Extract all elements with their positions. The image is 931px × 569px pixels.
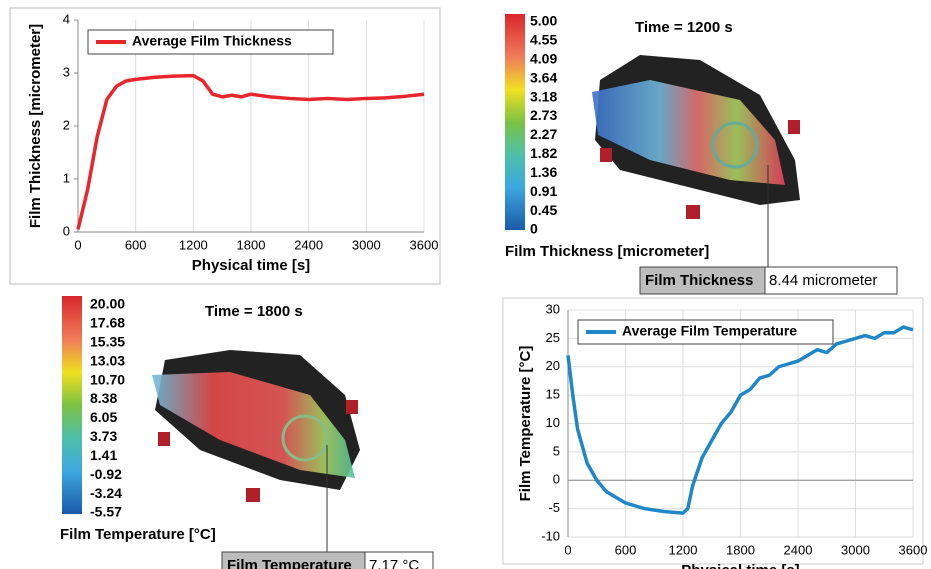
- x-tick-label: 3000: [841, 542, 870, 557]
- line-series: [566, 325, 914, 515]
- legend-box: [87, 29, 334, 55]
- colorbar-label: -0.92: [90, 466, 122, 482]
- y-tick-label: 30: [546, 301, 560, 316]
- legend-label: Average Film Temperature: [622, 323, 797, 339]
- x-tick-label: 3000: [352, 237, 381, 252]
- headlight-surface: [592, 80, 785, 185]
- probe-value-box: [364, 551, 434, 569]
- colorbar-label: 15.35: [90, 334, 125, 350]
- chart-frame: [502, 297, 924, 565]
- mount: [346, 400, 358, 414]
- x-axis-title: Physical time [s]: [681, 562, 799, 569]
- probe-name: Film Temperature: [227, 557, 352, 569]
- y-tick-label: 15: [546, 387, 560, 402]
- y-tick-label: -5: [548, 500, 560, 515]
- x-tick-label: 1800: [726, 542, 755, 557]
- probe-value: 7.17 °C: [369, 557, 419, 569]
- x-tick-label: 0: [74, 237, 81, 252]
- probe-value-box: [764, 266, 898, 295]
- colorbar-label: 0: [530, 221, 538, 237]
- x-tick-label: 3600: [899, 542, 928, 557]
- lens: [711, 121, 759, 169]
- colorbar-label: 3.73: [90, 428, 117, 444]
- legend-box: [577, 319, 834, 345]
- line-series: [76, 73, 425, 230]
- x-tick-label: 0: [564, 542, 571, 557]
- colorbar-label: 1.36: [530, 164, 557, 180]
- x-axis-title: Physical time [s]: [192, 257, 310, 274]
- x-tick-label: 2400: [294, 237, 323, 252]
- headlight-surface: [152, 372, 355, 478]
- colorbar-label: 4.55: [530, 32, 557, 48]
- contour-panel: Time = 1200 s Film Thickness [micrometer…: [505, 14, 898, 295]
- y-tick-label: -10: [541, 528, 560, 543]
- colorbar-label: 3.18: [530, 88, 557, 104]
- probe-label-box: [639, 266, 766, 295]
- y-axis-title: Film Thickness [micrometer]: [27, 24, 44, 228]
- mount: [158, 432, 170, 446]
- mount: [246, 488, 260, 502]
- time-label: Time = 1800 s: [205, 303, 303, 320]
- colorbar-label: 3.64: [530, 69, 557, 85]
- chart-frame: [9, 7, 441, 285]
- colorbar-label: 1.41: [90, 447, 117, 463]
- time-label: Time = 1200 s: [635, 19, 733, 36]
- x-tick-label: 600: [125, 237, 147, 252]
- mount: [686, 205, 700, 219]
- y-tick-label: 2: [63, 117, 70, 132]
- y-tick-label: 3: [63, 64, 70, 79]
- y-tick-label: 20: [546, 358, 560, 373]
- legend-label: Average Film Thickness: [132, 33, 292, 49]
- colorbar-label: 1.82: [530, 145, 557, 161]
- y-tick-label: 0: [553, 472, 560, 487]
- x-tick-label: 1800: [237, 237, 266, 252]
- colorbar-title: Film Thickness [micrometer]: [505, 243, 709, 260]
- colorbar-title: Film Temperature [°C]: [60, 526, 216, 543]
- y-tick-label: 5: [553, 443, 560, 458]
- colorbar-label: 5.00: [530, 13, 557, 29]
- mount: [600, 148, 612, 162]
- colorbar-label: 10.70: [90, 371, 125, 387]
- colorbar-label: -5.57: [90, 504, 122, 520]
- y-axis-title: Film Temperature [°C]: [517, 346, 534, 502]
- colorbar-label: 6.05: [90, 409, 117, 425]
- colorbar-label: 0.91: [530, 183, 557, 199]
- colorbar-label: 20.00: [90, 296, 125, 312]
- colorbar: [62, 296, 82, 514]
- x-tick-label: 1200: [179, 237, 208, 252]
- x-tick-label: 3600: [410, 237, 439, 252]
- y-tick-label: 0: [63, 223, 70, 238]
- mount: [788, 120, 800, 134]
- probe-name: Film Thickness: [645, 272, 753, 289]
- lens: [281, 414, 329, 462]
- colorbar-label: 8.38: [90, 390, 117, 406]
- contour-panel: Time = 1800 s Film Temperature [°C] Film…: [60, 296, 434, 569]
- y-tick-label: 25: [546, 330, 560, 345]
- y-tick-label: 4: [63, 11, 70, 26]
- colorbar-label: 13.03: [90, 352, 125, 368]
- y-tick-label: 1: [63, 170, 70, 185]
- colorbar-label: 2.27: [530, 126, 557, 142]
- probe-value: 8.44 micrometer: [769, 272, 877, 289]
- y-tick-label: 10: [546, 415, 560, 430]
- colorbar-label: 2.73: [530, 107, 557, 123]
- colorbar-label: 4.09: [530, 51, 557, 67]
- x-tick-label: 2400: [784, 542, 813, 557]
- colorbar: [505, 14, 525, 230]
- colorbar-label: 17.68: [90, 315, 125, 331]
- colorbar-label: -3.24: [90, 485, 122, 501]
- x-tick-label: 1200: [669, 542, 698, 557]
- colorbar-label: 0.45: [530, 202, 557, 218]
- x-tick-label: 600: [615, 542, 637, 557]
